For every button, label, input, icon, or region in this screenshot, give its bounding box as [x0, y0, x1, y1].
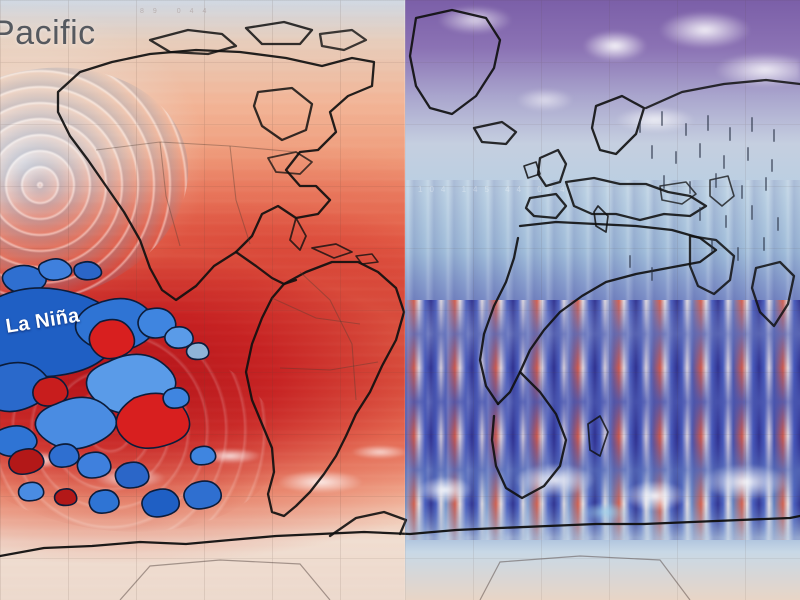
- artifact-text-right: 104 145 44 074: [418, 185, 572, 194]
- cool-anomaly-panel: [405, 0, 800, 600]
- panel-divider: [404, 0, 406, 600]
- wave-foam-band: [405, 440, 800, 550]
- artifact-text-top: 89 044: [140, 8, 216, 15]
- label-pacific: Pacific: [0, 14, 96, 52]
- warm-anomaly-panel: [0, 0, 405, 600]
- arctic-cloud-cover: [405, 0, 800, 150]
- la-nina-blob-cluster: [0, 258, 223, 518]
